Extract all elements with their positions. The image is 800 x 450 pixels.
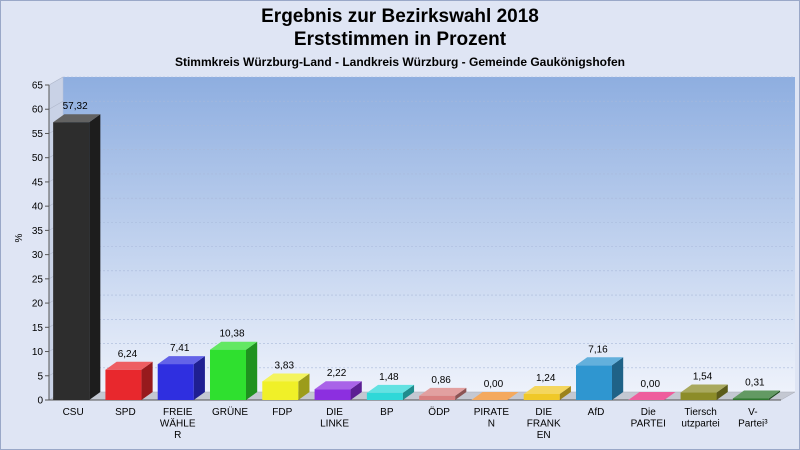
y-tick-label: 10	[32, 347, 44, 358]
data-label: 10,38	[219, 329, 244, 340]
bar-side	[716, 384, 728, 400]
data-label: 7,41	[170, 343, 190, 354]
y-tick-label: 65	[32, 81, 44, 92]
bar	[680, 392, 717, 400]
x-tick-label: FREIE	[163, 407, 193, 418]
y-tick-label: 45	[32, 177, 44, 188]
data-label: 1,48	[379, 372, 399, 383]
x-tick-label: AfD	[588, 407, 605, 418]
x-tick-label: EN	[537, 430, 551, 441]
y-tick-label: 0	[37, 396, 43, 407]
x-tick-label: GRÜNE	[212, 406, 248, 418]
data-label: 1,54	[693, 372, 713, 383]
y-tick-label: 60	[32, 105, 44, 116]
x-tick-label: Die	[641, 407, 656, 418]
bar	[314, 389, 351, 400]
y-tick-label: 55	[32, 129, 44, 140]
bar-side	[141, 361, 153, 400]
bar-side	[768, 390, 781, 400]
y-tick-label: 5	[37, 371, 43, 382]
bar-top	[471, 392, 519, 400]
x-tick-label: PIRATE	[474, 407, 510, 418]
bar-side	[350, 381, 362, 400]
bar-side	[298, 373, 310, 400]
bar	[576, 365, 612, 400]
y-tick-label: 50	[32, 153, 44, 164]
bar-side	[559, 385, 571, 400]
x-tick-label: PARTEI	[631, 419, 666, 430]
x-tick-label: R	[174, 430, 181, 441]
bar	[157, 364, 194, 400]
gridline-side	[48, 76, 64, 86]
bar-top	[732, 390, 781, 399]
y-tick-label: 20	[32, 299, 44, 310]
bar-top	[576, 357, 624, 366]
x-tick-label: Tiersch	[684, 407, 716, 418]
data-label: 0,31	[745, 377, 765, 388]
gridline-side	[48, 100, 64, 110]
bar	[523, 393, 560, 400]
x-tick-label: DIE	[535, 407, 552, 418]
x-tick-label: N	[488, 419, 495, 430]
chart-subtitle: Stimmkreis Würzburg-Land - Landkreis Wür…	[174, 55, 626, 69]
x-tick-label: LINKE	[320, 419, 349, 430]
y-axis-label: %	[14, 233, 25, 242]
data-label: 1,24	[536, 373, 556, 384]
x-tick-label: DIE	[326, 407, 343, 418]
y-tick-label: 40	[32, 202, 44, 213]
title-line-1: Ergebnis zur Bezirkswahl 2018	[261, 6, 539, 27]
bar	[262, 381, 299, 400]
x-tick-label: ÖDP	[428, 406, 450, 418]
x-tick-label: Partei³	[738, 419, 768, 430]
x-tick-label: FRANK	[527, 419, 561, 430]
data-label: 0,00	[641, 379, 661, 390]
title-line-2: Erststimmen in Prozent	[293, 29, 507, 50]
y-tick-label: 30	[32, 250, 44, 261]
bar-top	[366, 384, 415, 393]
data-label: 0,00	[484, 379, 504, 390]
bar-top	[628, 392, 676, 400]
x-tick-label: BP	[380, 407, 394, 418]
bar-top	[157, 356, 205, 365]
bar-side	[455, 387, 467, 400]
data-label: 6,24	[118, 349, 138, 360]
x-tick-label: WÄHLE	[160, 418, 196, 430]
bar-side	[89, 114, 101, 401]
x-tick-label: utzpartei	[681, 419, 719, 430]
data-label: 7,16	[588, 344, 608, 355]
bar-top	[680, 384, 728, 393]
bar	[366, 392, 403, 400]
bar	[53, 122, 90, 401]
bar	[105, 369, 142, 400]
bar	[210, 349, 246, 400]
x-tick-label: FDP	[272, 407, 292, 418]
bar-top	[53, 114, 101, 123]
chart-title: Ergebnis zur Bezirkswahl 2018 Erststimme…	[1, 5, 799, 51]
bar-side	[612, 357, 624, 400]
data-label: 57,32	[63, 101, 88, 112]
data-label: 0,86	[431, 375, 451, 386]
bar	[732, 398, 769, 400]
y-tick-label: 35	[32, 226, 44, 237]
plot-back-wall	[63, 77, 795, 392]
bar-side	[246, 341, 258, 400]
bar-top	[314, 381, 362, 390]
bar-side	[402, 384, 415, 400]
bar-top	[210, 341, 258, 350]
x-tick-label: CSU	[63, 407, 84, 418]
bar-top	[262, 373, 310, 382]
x-tick-label: SPD	[115, 407, 136, 418]
bar-top	[523, 385, 571, 394]
y-tick-label: 25	[32, 274, 44, 285]
bar	[419, 395, 456, 400]
data-label: 3,83	[275, 360, 295, 371]
bar-top	[105, 361, 153, 370]
bar-top	[419, 387, 467, 396]
data-label: 2,22	[327, 368, 347, 379]
y-tick-label: 15	[32, 323, 44, 334]
bar-side	[193, 356, 205, 400]
x-tick-label: V-	[748, 407, 757, 418]
